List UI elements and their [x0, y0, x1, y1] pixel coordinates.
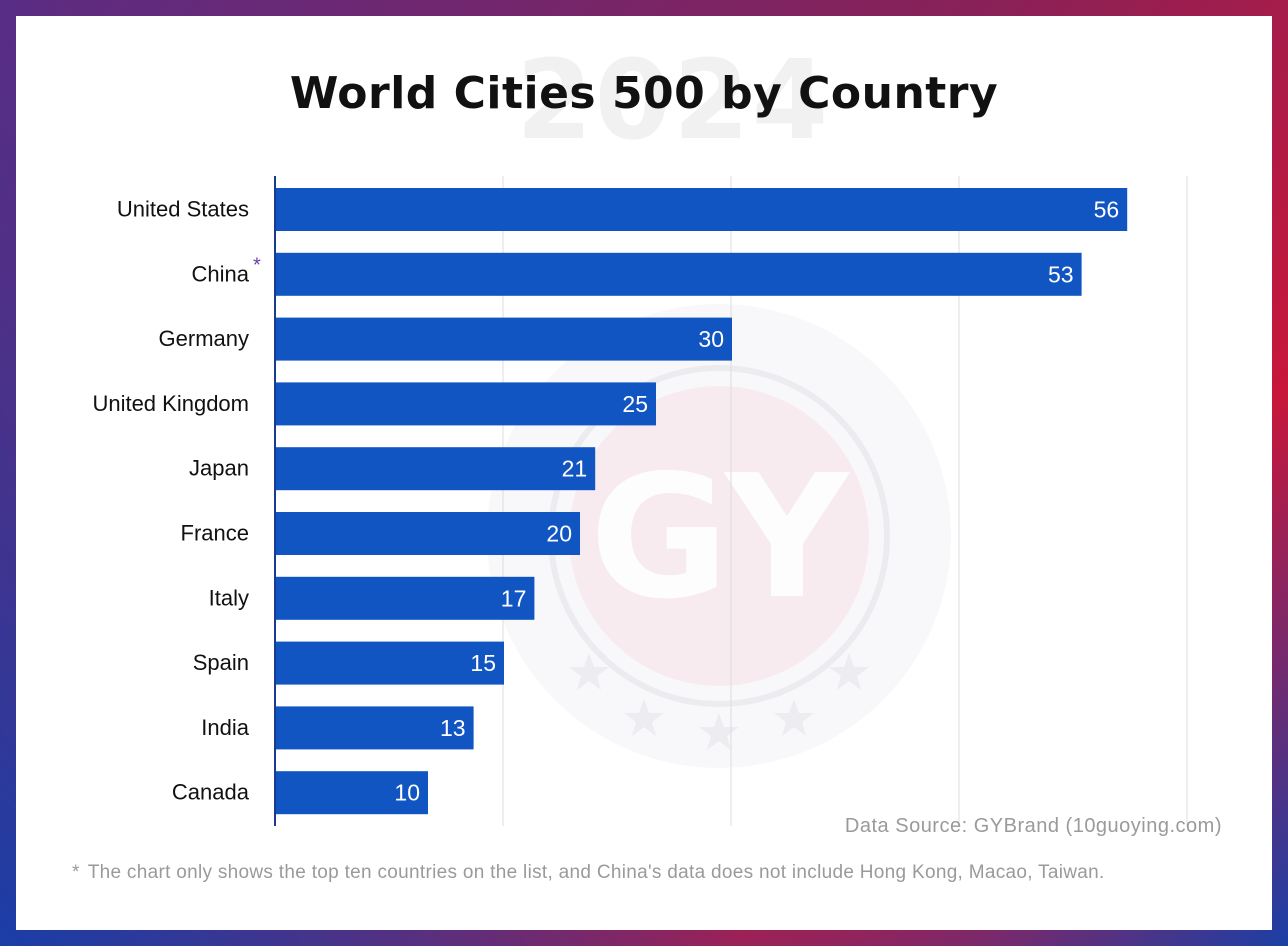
bar: [276, 641, 504, 685]
chart-card: 2024 GY World Cities 500 by Country 56 Un…: [16, 16, 1272, 930]
bar: [276, 771, 428, 815]
chart-title: World Cities 500 by Country: [289, 68, 999, 119]
data-label: 30: [698, 326, 724, 352]
category-label: United Kingdom: [92, 391, 249, 416]
category-label: China: [192, 261, 250, 286]
bar: [276, 576, 535, 620]
data-label: 21: [562, 456, 588, 482]
footnote-asterisk: *: [72, 862, 80, 883]
data-label: 53: [1048, 261, 1074, 287]
footnote-text: The chart only shows the top ten countri…: [87, 862, 1105, 883]
category-label: United States: [117, 197, 249, 222]
data-label: 20: [546, 521, 572, 547]
svg-text:GY: GY: [590, 439, 851, 637]
data-label: 15: [470, 650, 496, 676]
seal-watermark: GY: [487, 304, 951, 768]
footnote: * The chart only shows the top ten countr…: [72, 862, 1105, 884]
bar: [276, 252, 1082, 296]
category-label: Canada: [172, 780, 250, 805]
data-label: 13: [440, 715, 466, 741]
bar: [276, 382, 656, 426]
data-label: 17: [501, 585, 527, 611]
bar: [276, 512, 580, 555]
category-label: Japan: [189, 456, 249, 481]
category-label: Spain: [193, 650, 249, 675]
bar-chart: 56 United States 53 China * 30 Germany 25 United…: [92, 176, 1188, 826]
category-label: France: [181, 521, 249, 546]
bar: [276, 188, 1128, 231]
bar: [276, 706, 474, 750]
category-annotation-marker: *: [253, 254, 261, 276]
category-label: Germany: [159, 326, 249, 351]
bar: [276, 447, 596, 491]
data-label: 10: [394, 780, 420, 806]
category-label: Italy: [209, 585, 249, 610]
data-source: Data Source: GYBrand (10guoying.com): [844, 815, 1222, 837]
category-label: India: [201, 715, 249, 740]
data-label: 56: [1094, 197, 1120, 223]
bar: [276, 317, 732, 361]
data-label: 25: [622, 391, 648, 417]
year-watermark: 2024: [516, 36, 831, 164]
